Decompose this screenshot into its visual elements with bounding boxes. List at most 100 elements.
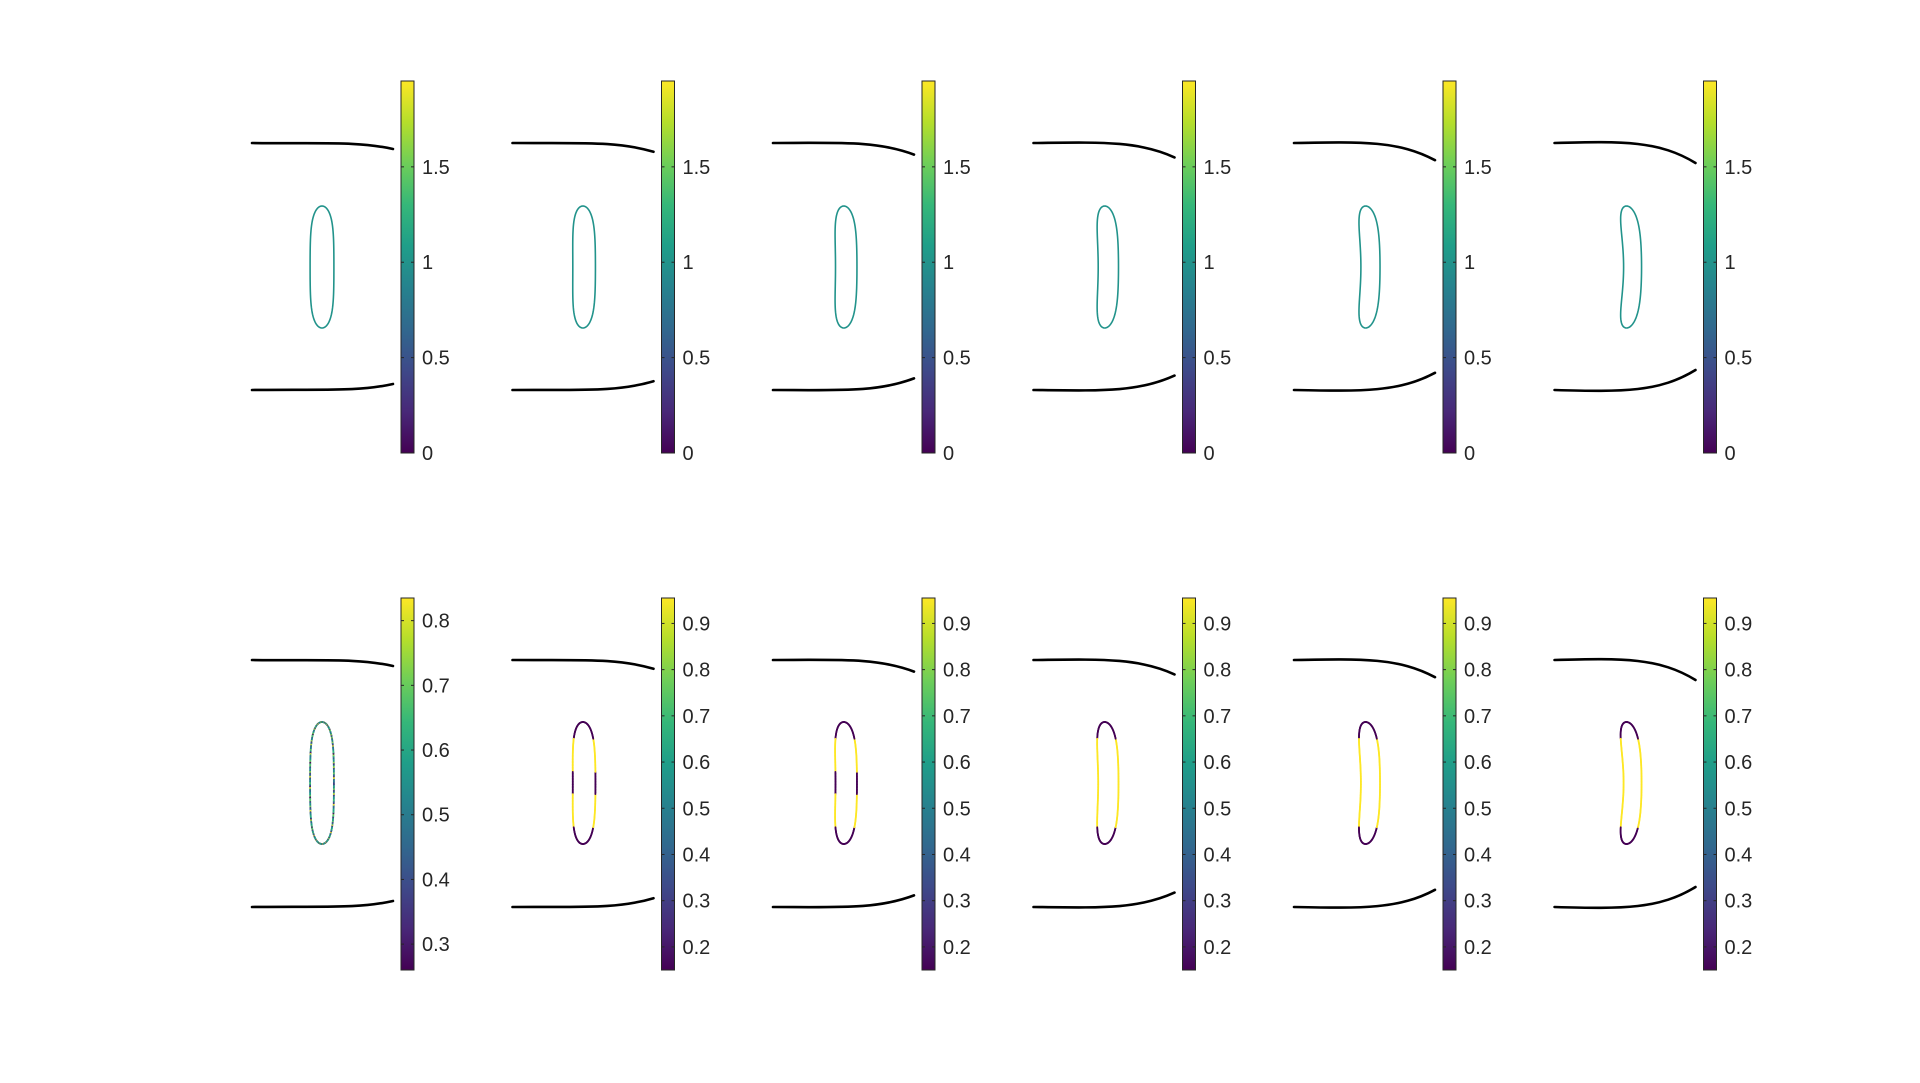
colorbar: 0 0.5 1 1.5 [921, 80, 971, 465]
channel-wall-bottom [511, 379, 655, 392]
panel [1292, 658, 1437, 909]
panel [511, 141, 655, 392]
cell-membrane [571, 205, 597, 329]
colorbar: 0 0.5 1 1.5 [1703, 80, 1753, 465]
colorbar-tick-label: 0.3 [1464, 891, 1492, 913]
channel-wall-bottom [250, 899, 395, 909]
colorbar: 0.3 0.4 0.5 0.6 0.7 0.8 [400, 597, 450, 971]
colorbar-tick-label: 0.5 [943, 798, 971, 820]
colorbar-tick-label: 0.4 [943, 844, 971, 866]
colorbar-tick-label: 0 [1204, 443, 1215, 465]
colorbar-tick-label: 0.2 [1204, 937, 1232, 959]
panel [1292, 141, 1437, 392]
colorbar-tick-label: 0.7 [422, 675, 450, 697]
colorbar-tick-label: 1.5 [943, 157, 971, 179]
cell-membrane [1619, 205, 1643, 329]
cell-membrane [1096, 205, 1120, 329]
colorbar-tick-label: 0 [422, 443, 433, 465]
cell-membrane [309, 205, 335, 329]
colorbar-tick-label: 0.3 [943, 891, 971, 913]
colorbar: 0 0.5 1 1.5 [1182, 80, 1232, 465]
colorbar-scale [1182, 597, 1196, 971]
colorbar-tick-label: 0.5 [1725, 798, 1753, 820]
channel-wall-bottom [1032, 891, 1176, 909]
colorbar-scale [921, 80, 936, 454]
channel-wall-bottom [771, 894, 916, 909]
colorbar-tick-label: 0.9 [943, 613, 971, 635]
colorbar-tick-label: 0.2 [683, 937, 711, 959]
colorbar-tick-label: 0.4 [1204, 844, 1232, 866]
colorbar: 0.2 0.3 0.4 0.5 0.6 0.7 0.8 0.9 [1442, 597, 1492, 971]
colorbar-tick-label: 0.5 [1464, 798, 1492, 820]
panel [771, 658, 916, 909]
colorbar: 0.2 0.3 0.4 0.5 0.6 0.7 0.8 0.9 [661, 597, 711, 971]
colorbar-scale [400, 80, 415, 454]
channel-wall-bottom [1032, 374, 1176, 392]
colorbar-tick-label: 0.2 [943, 937, 971, 959]
colorbar-scale [1703, 80, 1717, 454]
colorbar-tick-label: 0.5 [1725, 348, 1753, 370]
channel-wall-bottom [1553, 885, 1697, 910]
colorbar-tick-label: 1.5 [1464, 157, 1492, 179]
colorbar-tick-label: 0.5 [683, 348, 711, 370]
channel-wall-top [1292, 658, 1437, 679]
colorbar-tick-label: 0.2 [1464, 937, 1492, 959]
colorbar-tick-label: 0.3 [1204, 891, 1232, 913]
colorbar-tick-label: 0.5 [943, 348, 971, 370]
colorbar-tick-label: 1 [422, 252, 433, 274]
channel-wall-top [1553, 657, 1697, 682]
colorbar: 0 0.5 1 1.5 [661, 80, 711, 465]
colorbar-tick-label: 0.8 [943, 660, 971, 682]
colorbar-scale [661, 597, 675, 971]
colorbar-tick-label: 0 [683, 443, 694, 465]
colorbar-tick-label: 0.5 [1464, 348, 1492, 370]
colorbar-tick-label: 0.6 [683, 752, 711, 774]
colorbar-tick-label: 0.6 [1725, 752, 1753, 774]
colorbar-tick-label: 0.9 [1204, 613, 1232, 635]
colorbar-tick-label: 0.8 [422, 611, 450, 633]
channel-wall-top [1032, 141, 1176, 159]
colorbar-tick-label: 0.6 [1204, 752, 1232, 774]
colorbar-tick-label: 0.9 [1464, 613, 1492, 635]
panel [511, 658, 655, 909]
colorbar-tick-label: 1 [1725, 252, 1736, 274]
panel [250, 141, 395, 392]
colorbar-scale [1442, 80, 1457, 454]
colorbar-tick-label: 0.8 [683, 660, 711, 682]
colorbar-tick-label: 0.4 [1725, 844, 1753, 866]
colorbar-tick-label: 0 [943, 443, 954, 465]
colorbar-tick-label: 0.9 [1725, 613, 1753, 635]
colorbar: 0.2 0.3 0.4 0.5 0.6 0.7 0.8 0.9 [1182, 597, 1232, 971]
colorbar-tick-label: 1 [943, 252, 954, 274]
colorbar-tick-label: 0.7 [943, 706, 971, 728]
channel-wall-bottom [250, 382, 395, 392]
colorbar-tick-label: 1 [1464, 252, 1475, 274]
colorbar-tick-label: 0 [1464, 443, 1475, 465]
colorbar-tick-label: 0.2 [1725, 937, 1753, 959]
colorbar-tick-label: 1.5 [1204, 157, 1232, 179]
colorbar-tick-label: 1.5 [1725, 157, 1753, 179]
colorbar-tick-label: 0.6 [1464, 752, 1492, 774]
colorbar-tick-label: 1.5 [683, 157, 711, 179]
channel-wall-bottom [771, 377, 916, 392]
channel-wall-top [1032, 658, 1176, 676]
panel [1032, 141, 1176, 392]
channel-wall-top [1292, 141, 1437, 162]
colorbar-tick-label: 0.4 [683, 844, 711, 866]
colorbar-tick-label: 1 [1204, 252, 1215, 274]
colorbar-tick-label: 0.4 [1464, 844, 1492, 866]
cell-membrane [834, 205, 858, 329]
colorbar-tick-label: 0.6 [422, 740, 450, 762]
colorbar-scale [1182, 80, 1196, 454]
colorbar-tick-label: 1.5 [422, 157, 450, 179]
channel-wall-bottom [1553, 368, 1697, 393]
channel-wall-top [511, 658, 655, 671]
channel-wall-top [250, 658, 395, 668]
colorbar-scale [661, 80, 675, 454]
colorbar: 0.2 0.3 0.4 0.5 0.6 0.7 0.8 0.9 [921, 597, 971, 971]
panel [1553, 657, 1697, 910]
colorbar-scale [921, 597, 936, 971]
colorbar-tick-label: 0 [1725, 443, 1736, 465]
